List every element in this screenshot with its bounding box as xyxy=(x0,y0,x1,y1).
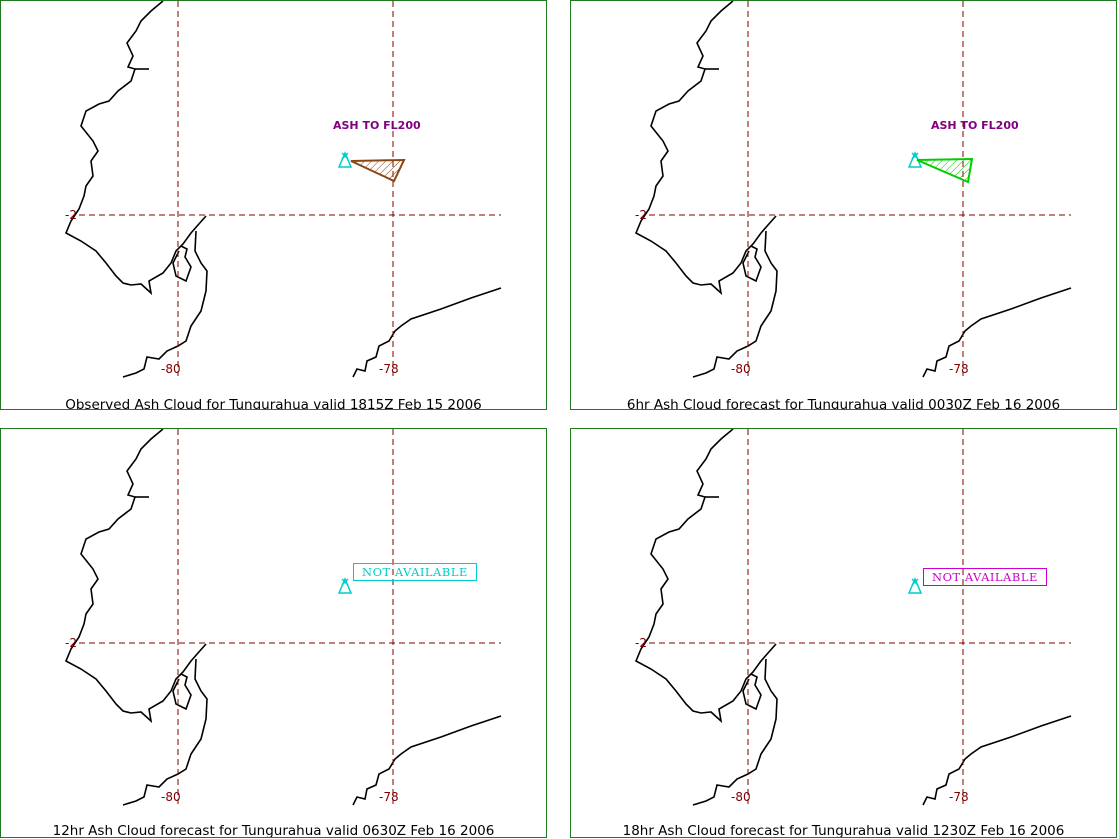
map-panel-observed: -2 -80 -78 ASH TO FL200 Observed Ash Clo… xyxy=(0,0,547,410)
ash-height-label: ASH TO FL200 xyxy=(333,119,421,132)
status-not-available: NOT AVAILABLE xyxy=(353,563,477,581)
panel-caption: Observed Ash Cloud for Tungurahua valid … xyxy=(65,397,482,410)
map-6hr: -2 -80 -78 ASH TO FL200 xyxy=(634,1,1072,378)
panel-caption: 18hr Ash Cloud forecast for Tungurahua v… xyxy=(622,823,1065,838)
lon-label-78: -78 xyxy=(949,362,969,376)
map-observed: -2 -80 -78 ASH TO FL200 xyxy=(64,1,502,378)
ash-cloud-polygon xyxy=(916,157,974,184)
map-panel-18hr: -2 -80 -78 NOT AVAILABLE 18hr Ash Cloud … xyxy=(570,428,1117,838)
lat-label: -2 xyxy=(635,208,647,222)
map-panel-12hr: -2 -80 -78 NOT AVAILABLE 12hr Ash Cloud … xyxy=(0,428,547,838)
coastline xyxy=(634,429,1072,806)
ash-height-label: ASH TO FL200 xyxy=(931,119,1019,132)
lon-label-80: -80 xyxy=(731,790,751,804)
coastline xyxy=(634,1,1072,378)
coastline xyxy=(64,429,502,806)
volcano-icon xyxy=(337,577,353,594)
ash-cloud-polygon xyxy=(350,158,406,183)
panel-caption: 6hr Ash Cloud forecast for Tungurahua va… xyxy=(626,397,1061,410)
map-18hr: -2 -80 -78 xyxy=(634,429,1072,806)
lon-label-80: -80 xyxy=(161,362,181,376)
lat-lon-grid xyxy=(79,1,501,376)
lon-label-78: -78 xyxy=(379,790,399,804)
map-panel-6hr: -2 -80 -78 ASH TO FL200 6hr Ash Cloud fo… xyxy=(570,0,1117,410)
lat-lon-grid xyxy=(649,429,1071,804)
lon-label-80: -80 xyxy=(731,362,751,376)
volcano-icon xyxy=(907,577,923,594)
lat-lon-grid xyxy=(649,1,1071,376)
lon-label-78: -78 xyxy=(949,790,969,804)
lat-lon-grid xyxy=(79,429,501,804)
coastline xyxy=(64,1,502,378)
map-12hr: -2 -80 -78 xyxy=(64,429,502,806)
lat-label: -2 xyxy=(635,636,647,650)
volcano-icon xyxy=(337,151,353,168)
lat-label: -2 xyxy=(65,208,77,222)
lon-label-78: -78 xyxy=(379,362,399,376)
status-not-available: NOT AVAILABLE xyxy=(923,568,1047,586)
lon-label-80: -80 xyxy=(161,790,181,804)
lat-label: -2 xyxy=(65,636,77,650)
panel-caption: 12hr Ash Cloud forecast for Tungurahua v… xyxy=(52,823,495,838)
